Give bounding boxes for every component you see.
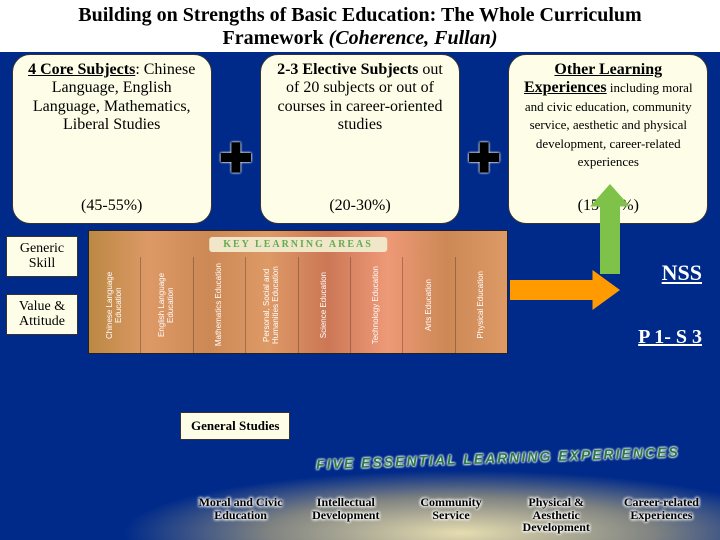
kla-col: English Language Education <box>141 257 193 353</box>
elective-subjects-box: 2-3 Elective Subjects out of 20 subjects… <box>260 54 460 224</box>
experience-item: Moral and Civic Education <box>190 496 291 534</box>
general-studies-box: General Studies <box>180 412 290 440</box>
experience-item: Intellectual Development <box>295 496 396 534</box>
experience-item: Community Service <box>400 496 501 534</box>
experience-item: Career-related Experiences <box>611 496 712 534</box>
elective-pct: (20-30%) <box>269 197 451 215</box>
core-subjects-box: 4 Core Subjects: Chinese Language, Engli… <box>12 54 212 224</box>
kla-col: Arts Education <box>403 257 455 353</box>
kla-col: Personal, Social and Humanities Educatio… <box>246 257 298 353</box>
p1s3-label: P 1- S 3 <box>638 326 702 349</box>
value-attitude-label: Value & Attitude <box>6 294 78 335</box>
five-essential-label: FIVE ESSENTIAL LEARNING EXPERIENCES <box>316 444 680 473</box>
kla-banner: KEY LEARNING AREAS <box>209 237 387 252</box>
generic-skill-label: Generic Skill <box>6 236 78 277</box>
page-title: Building on Strengths of Basic Education… <box>0 0 720 52</box>
kla-col: Physical Education <box>456 257 507 353</box>
kla-columns: Chinese Language Education English Langu… <box>89 257 507 353</box>
kla-diagram: KEY LEARNING AREAS Chinese Language Educ… <box>88 230 508 354</box>
bottom-section: FIVE ESSENTIAL LEARNING EXPERIENCES Mora… <box>0 450 720 540</box>
plus-icon: ✚ <box>467 139 501 179</box>
nss-label: NSS <box>662 260 702 286</box>
experiences-row: Moral and Civic Education Intellectual D… <box>190 496 712 534</box>
kla-col: Science Education <box>299 257 351 353</box>
core-heading: 4 Core Subjects <box>28 61 135 78</box>
title-ital: (Coherence, Fullan) <box>329 27 498 49</box>
experience-item: Physical & Aesthetic Development <box>506 496 607 534</box>
plus-icon: ✚ <box>219 139 253 179</box>
elective-heading: 2-3 Elective Subjects <box>277 61 418 78</box>
arrow-right-icon <box>510 270 620 310</box>
kla-col: Technology Education <box>351 257 403 353</box>
kla-col: Mathematics Education <box>194 257 246 353</box>
mid-section: Generic Skill Value & Attitude KEY LEARN… <box>0 230 720 360</box>
kla-col: Chinese Language Education <box>89 257 141 353</box>
core-pct: (45-55%) <box>21 197 203 215</box>
